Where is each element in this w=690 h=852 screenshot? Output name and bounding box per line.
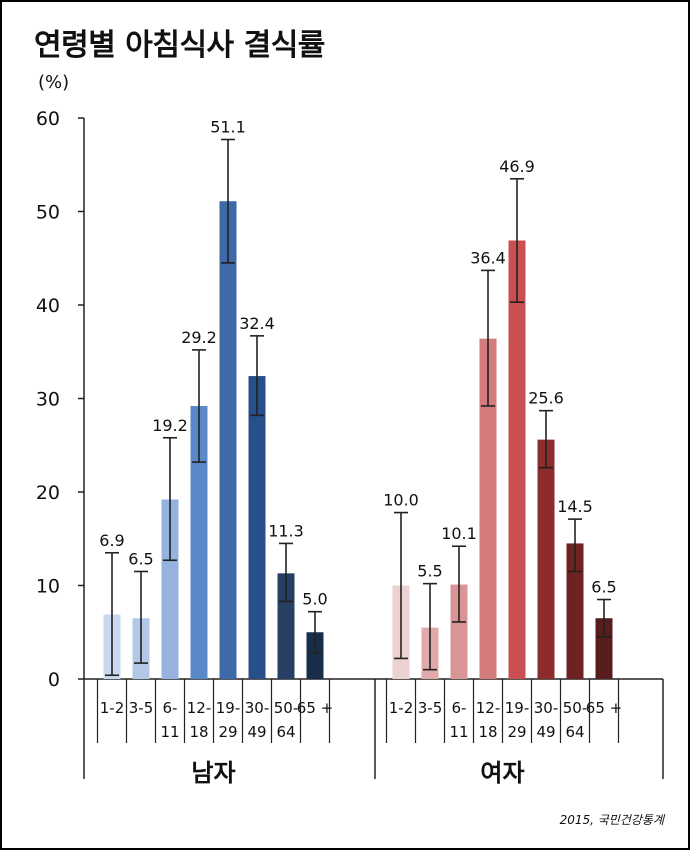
x-tick-label: 19- [216,699,241,717]
x-tick-label: 11 [160,723,179,741]
bar [277,573,295,679]
group-label: 남자 [191,759,235,787]
y-tick-label: 50 [36,202,60,224]
source-note: 2015, 국민건강통계 [559,813,664,827]
x-tick-label: 6- [163,699,178,717]
x-tick-label: 12- [476,699,501,717]
y-axis-unit-label: (%) [38,72,70,93]
x-tick-label: 50- [274,699,299,717]
bar [190,405,208,679]
bar [508,240,526,680]
data-label: 5.5 [417,562,442,581]
x-tick-label: 29 [218,723,237,741]
y-tick-label: 60 [36,108,60,130]
bar [161,499,179,679]
x-tick-label: 64 [565,723,584,741]
x-tick-label: 65 + [586,699,622,717]
y-tick-label: 20 [36,482,60,504]
data-label: 10.0 [383,491,419,510]
x-tick-label: 3-5 [418,699,443,717]
bar [248,376,266,679]
y-tick-label: 0 [48,669,60,691]
x-tick-label: 18 [189,723,208,741]
bar [450,584,468,679]
x-tick-label: 30- [245,699,270,717]
bar [595,618,613,679]
x-tick-label: 65 + [297,699,333,717]
data-label: 29.2 [181,328,217,347]
data-label: 14.5 [557,497,593,516]
data-label: 46.9 [499,157,535,176]
bar [479,338,497,679]
data-label: 25.6 [528,389,564,408]
x-tick-label: 19- [505,699,530,717]
bar [566,543,584,679]
x-tick-label: 64 [276,723,295,741]
x-tick-label: 29 [507,723,526,741]
data-label: 10.1 [441,524,477,543]
chart-title: 연령별 아침식사 결식률 [34,28,325,63]
group-label: 여자 [480,759,524,787]
x-tick-label: 50- [563,699,588,717]
data-label: 32.4 [239,314,275,333]
data-label: 6.5 [591,578,616,597]
data-label: 19.2 [152,416,188,435]
x-tick-label: 12- [187,699,212,717]
data-label: 11.3 [268,521,304,540]
x-tick-label: 49 [536,723,555,741]
x-tick-label: 3-5 [129,699,154,717]
data-label: 51.1 [210,118,246,137]
data-label: 6.5 [128,549,153,568]
data-label: 36.4 [470,248,506,267]
bar [537,439,555,679]
x-tick-label: 6- [452,699,467,717]
y-tick-label: 30 [36,389,60,411]
x-tick-label: 18 [478,723,497,741]
bar [219,201,237,679]
x-tick-label: 30- [534,699,559,717]
data-label: 5.0 [302,590,327,609]
x-tick-label: 11 [449,723,468,741]
bar [306,632,324,679]
x-tick-label: 1-2 [389,699,414,717]
y-tick-label: 40 [36,295,60,317]
data-label: 6.9 [99,531,124,550]
y-tick-label: 10 [36,576,60,598]
x-tick-label: 1-2 [100,699,125,717]
x-tick-label: 49 [247,723,266,741]
